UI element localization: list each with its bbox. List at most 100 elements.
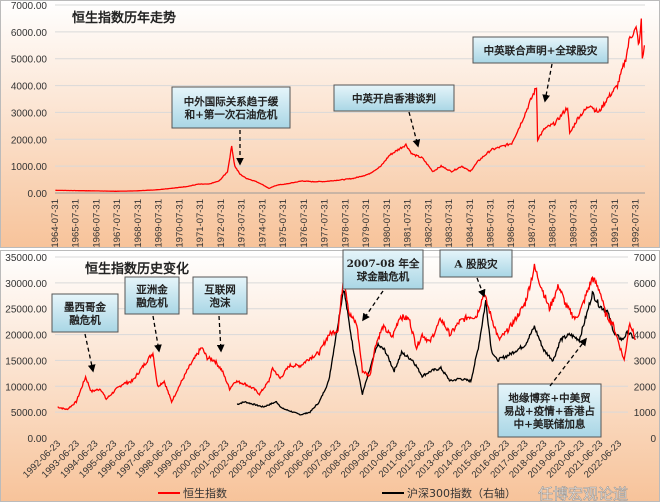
x-tick-label: 1978-07-31	[340, 199, 351, 248]
annotation-1: 中英开启香港谈判	[333, 84, 455, 148]
y-tick-label: 0.00	[28, 189, 48, 200]
annotation-text: 地缘博弈+中美贸	[508, 392, 591, 405]
x-tick-label: 1985-07-31	[486, 199, 497, 248]
y-tick-label: 20000.00	[5, 331, 47, 342]
x-tick-label: 1971-07-31	[195, 199, 206, 248]
annotation-arrow	[549, 337, 587, 387]
y-tick-label: 4000.00	[11, 82, 48, 93]
annotation-text: 2007-08 年全	[347, 257, 420, 270]
annotation-text: 中英开启香港谈判	[352, 92, 436, 105]
annotation-text: 泡沫	[210, 296, 231, 309]
annotation-text: 中+美联储加息	[514, 418, 586, 431]
y2-tick-label: 1000	[634, 408, 657, 419]
y2-tick-label: 5000	[634, 305, 657, 316]
annotation-text: 易战+疫情+香港占	[504, 405, 595, 418]
x-tick-label: 1964-07-31	[50, 199, 61, 248]
annotation-arrow	[476, 277, 486, 298]
annotation-text: A 股股灾	[453, 258, 498, 271]
x-tick-label: 1968-07-31	[133, 199, 144, 248]
annotation-text: 墨西哥金	[64, 301, 106, 314]
annotation-text: 和+第一次石油危机	[184, 108, 278, 121]
y-tick-label: 5000.00	[11, 55, 48, 66]
y-tick-label: 0.00	[28, 434, 48, 445]
annotation-2: 中英联合声明+全球股灾	[472, 36, 609, 103]
annotation-arrow	[216, 315, 225, 353]
annotation-box	[192, 276, 248, 315]
x-tick-label: 1974-07-31	[257, 199, 268, 248]
x-tick-label: 1991-07-31	[610, 199, 621, 248]
x-tick-label: 1975-07-31	[278, 199, 289, 248]
legend-label-hsi: 恒生指数	[183, 486, 227, 500]
annotation-text: 球金融危机	[357, 270, 410, 283]
x-tick-label: 1967-07-31	[112, 199, 123, 248]
y-tick-label: 5000.00	[11, 408, 48, 419]
y-tick-label: 7000.00	[11, 1, 48, 12]
x-tick-label: 1989-07-31	[568, 199, 579, 248]
x-tick-label: 1973-07-31	[237, 199, 248, 248]
x-tick-label: 1984-07-31	[465, 199, 476, 248]
x-tick-label: 1980-07-31	[382, 199, 393, 248]
x-tick-label: 1987-07-31	[527, 199, 538, 248]
y-tick-label: 6000.00	[11, 28, 48, 39]
y2-tick-label: 3000	[634, 356, 657, 367]
hsi-line	[57, 263, 636, 411]
y-tick-label: 3000.00	[11, 108, 48, 119]
x-tick-label: 1965-07-31	[71, 199, 82, 248]
y2-tick-label: 6000	[634, 279, 657, 290]
annotation-box	[171, 86, 291, 129]
annotation-arrow	[362, 290, 384, 322]
chart-title: 恒生指数历史变化	[85, 261, 189, 277]
annotation-arrow	[84, 333, 96, 373]
x-tick-label: 1976-07-31	[299, 199, 310, 248]
annotation-text: 亚洲金	[136, 283, 168, 296]
x-tick-label: 1977-07-31	[320, 199, 331, 248]
annotation-box	[472, 36, 609, 64]
x-tick-label: 1992-07-31	[631, 199, 642, 248]
legend: 恒生指数 沪深300指数（右轴）	[158, 486, 516, 500]
x-tick-label: 1982-07-31	[423, 199, 434, 248]
annotation-box	[342, 249, 424, 290]
y-tick-label: 2000.00	[11, 135, 48, 146]
hsi-line	[55, 18, 646, 192]
y-tick-label: 1000.00	[11, 162, 48, 173]
annotation-box	[51, 293, 119, 333]
x-tick-label: 1990-07-31	[589, 199, 600, 248]
x-tick-label: 1972-07-31	[216, 199, 227, 248]
x-tick-label: 1988-07-31	[548, 199, 559, 248]
y2-tick-label: 2000	[634, 382, 657, 393]
x-tick-label: 1983-07-31	[444, 199, 455, 248]
x-tick-label: 1986-07-31	[506, 199, 517, 248]
annotation-box	[497, 383, 602, 438]
watermark: 任博宏观论道	[538, 485, 628, 502]
annotation-arrow	[408, 111, 421, 148]
x-tick-label: 1981-07-31	[403, 199, 414, 248]
annotation-text: 融危机	[69, 314, 101, 327]
annotation-box	[333, 84, 455, 112]
annotation-text: 中外国际关系趋于缓	[184, 95, 279, 108]
y-tick-label: 10000.00	[5, 382, 47, 393]
y-tick-label: 30000.00	[5, 279, 47, 290]
y2-tick-label: 0	[650, 434, 656, 445]
annotation-box	[439, 249, 513, 278]
annotation-box	[124, 276, 180, 315]
annotation-text: 中英联合声明+全球股灾	[484, 44, 598, 57]
annotation-4: A 股股灾	[439, 249, 513, 298]
x-tick-label: 1970-07-31	[174, 199, 185, 248]
y2-tick-label: 7000	[634, 253, 657, 264]
annotation-arrow	[542, 63, 553, 103]
legend-label-csi300: 沪深300指数（右轴）	[407, 486, 516, 500]
chart-title: 恒生指数历年走势	[72, 10, 176, 26]
annotation-text: 互联网	[204, 283, 236, 296]
csi300-line	[236, 290, 636, 416]
x-tick-label: 1979-07-31	[361, 199, 372, 248]
x-tick-label: 1969-07-31	[154, 199, 165, 248]
annotation-text: 融危机	[136, 296, 168, 309]
y-tick-label: 35000.00	[5, 253, 47, 264]
x-tick-label: 1966-07-31	[91, 199, 102, 248]
